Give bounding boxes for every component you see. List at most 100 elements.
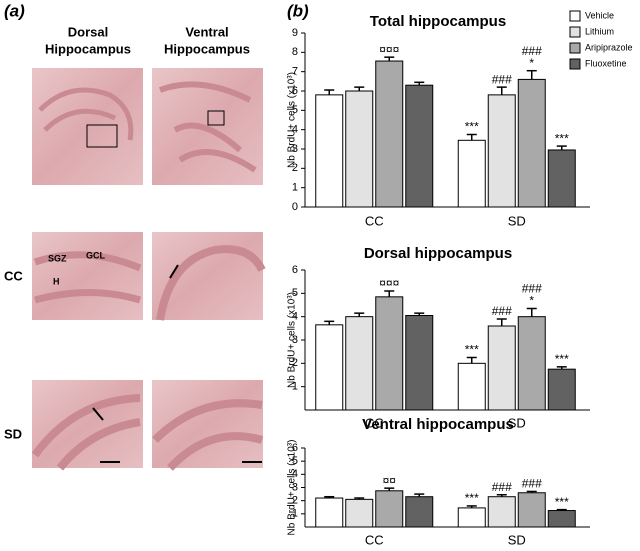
inset-box [86,124,118,148]
bar [405,496,434,528]
y-tick-label: 5 [292,104,298,116]
x-tick-label: CC [365,415,384,430]
column-title: Hippocampus [45,41,131,56]
bar [487,496,516,528]
bar [345,498,374,528]
y-tick-label: 4 [292,468,298,480]
tissue-texture [31,394,141,471]
y-tick-label: 6 [292,264,298,276]
y-tick-label: 6 [292,85,298,97]
legend-label: Aripiprazole [585,42,633,52]
tissue-texture [38,87,134,141]
legend-swatch [569,42,581,54]
significance-label: * [529,294,534,308]
region-label: SGZ [48,253,67,263]
y-tick-label: 4 [292,311,298,323]
significance-label: ¤¤¤ [379,42,399,56]
bar [487,94,516,208]
bar [457,139,486,208]
arrow [92,407,104,421]
bar [517,492,546,528]
y-tick-label: 3 [292,334,298,346]
y-tick-label: 8 [292,46,298,58]
x-tick-label: CC [365,213,384,228]
y-tick-label: 1 [292,381,298,393]
significance-label: ¤¤ [383,473,397,487]
significance-label: ### [492,72,512,86]
significance-label: *** [555,352,569,366]
y-tick-label: 5 [292,455,298,467]
y-tick-label: 0 [292,201,298,213]
significance-label: ### [522,44,542,58]
region-label: GCL [86,250,106,260]
significance-label: *** [555,131,569,145]
panel-label: (b) [287,1,309,20]
column-title: Hippocampus [164,41,250,56]
legend-swatch [569,10,581,22]
legend-label: Fluoxetine [585,58,627,68]
bar [345,316,374,411]
bar [487,325,516,411]
tissue-texture [152,399,264,471]
y-tick-label: 5 [292,287,298,299]
bar [405,84,434,208]
y-tick-label: 2 [292,357,298,369]
tissue-texture [33,251,142,304]
column-title: Ventral [185,24,228,39]
legend-swatch [569,26,581,38]
bar [375,296,404,411]
y-tick-label: 6 [292,442,298,454]
y-tick-label: 4 [292,124,298,136]
inset-box [207,110,225,126]
y-tick-label: 7 [292,66,298,78]
chart-title: Dorsal hippocampus [364,245,512,262]
arrow [169,264,179,279]
significance-label: ### [492,480,512,494]
bar [375,490,404,528]
significance-label: ¤¤¤ [379,276,399,290]
bar [345,90,374,208]
y-tick-label: 2 [292,495,298,507]
y-tick-label: 2 [292,162,298,174]
chart-title: Ventral hippocampus [362,416,514,433]
x-tick-label: SD [508,532,526,547]
bar [405,315,434,411]
tissue-texture [158,81,257,173]
significance-label: * [529,56,534,70]
photo [152,232,263,320]
significance-label: *** [555,495,569,509]
x-tick-label: SD [508,415,526,430]
y-tick-label: 1 [292,508,298,520]
bar [547,149,576,208]
significance-label: ### [522,477,542,491]
legend-label: Lithium [585,26,614,36]
legend-swatch [569,58,581,70]
panel-label: (a) [4,1,25,20]
significance-label: *** [465,491,479,505]
column-title: Dorsal [68,24,108,39]
row-label: CC [4,268,23,283]
significance-label: *** [465,120,479,134]
bar [457,362,486,411]
photo [32,232,143,320]
y-tick-label: 3 [292,143,298,155]
chart-title: Total hippocampus [370,13,506,30]
significance-label: *** [465,343,479,357]
x-tick-label: SD [508,213,526,228]
x-tick-label: CC [365,532,384,547]
tissue-texture [156,245,266,321]
y-tick-label: 9 [292,27,298,39]
y-axis-label: Nb BrdU+ cells (x10³) [287,72,298,168]
bar [375,60,404,208]
legend-label: Vehicle [585,10,614,20]
bar [517,316,546,411]
bar [517,78,546,208]
significance-label: ### [492,304,512,318]
region-label: H [53,276,60,286]
significance-label: ### [522,282,542,296]
y-tick-label: 1 [292,182,298,194]
bar [547,510,576,528]
bar [315,324,344,411]
row-label: SD [4,426,22,441]
bar [457,507,486,528]
